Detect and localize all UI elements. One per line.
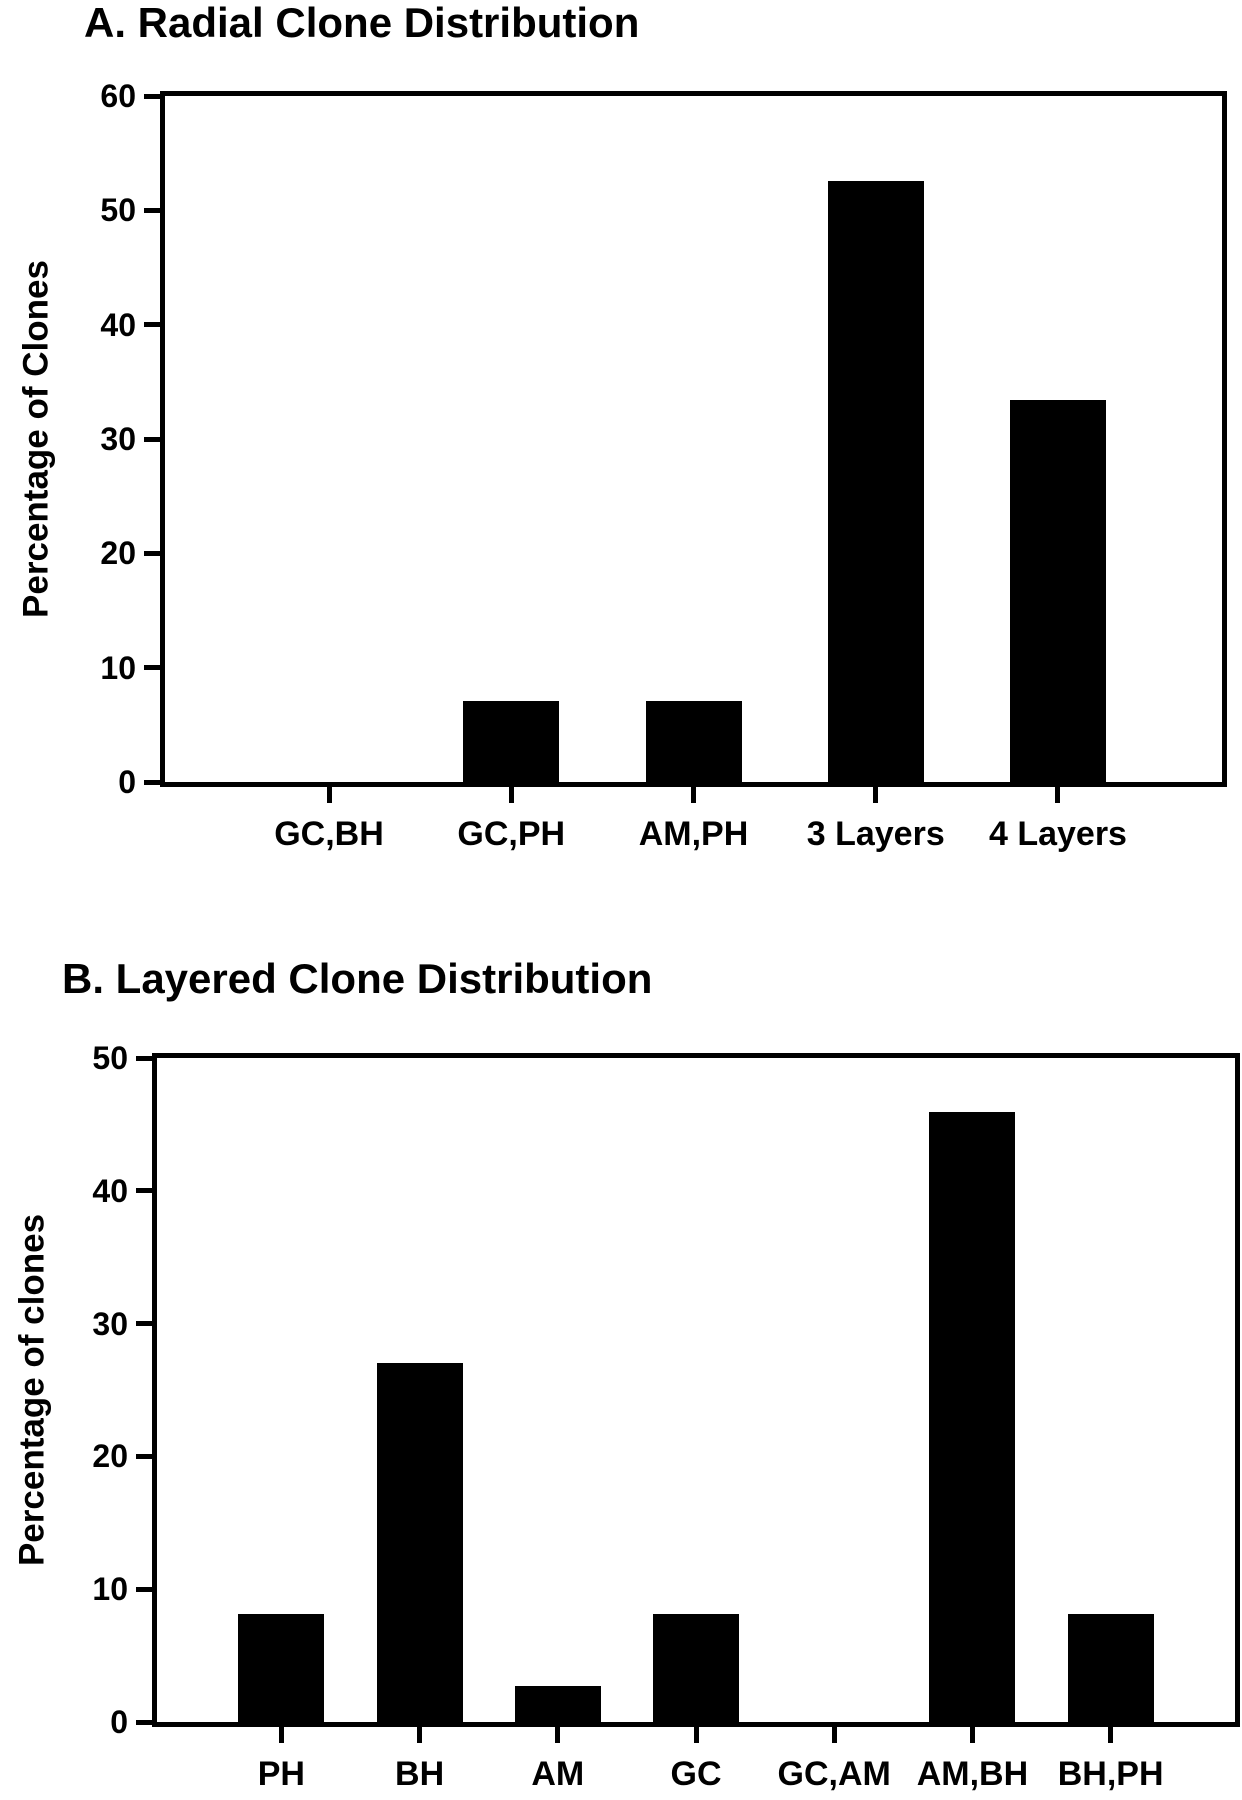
x-tick-label-gc-ph: GC,PH [457, 815, 566, 853]
chart-a-plot-area [160, 91, 1227, 787]
chart-a-title: A. Radial Clone Distribution [84, 0, 640, 46]
x-tick-label-am-ph: AM,PH [638, 815, 749, 853]
y-tick-mark [136, 1055, 152, 1061]
y-tick-label: 60 [100, 78, 136, 114]
x-tick-label-gc-am: GC,AM [777, 1755, 891, 1793]
bar-3-layers [827, 180, 924, 782]
bar-gc [653, 1614, 739, 1722]
y-tick-mark [136, 1719, 152, 1725]
y-tick-mark [144, 550, 160, 556]
x-tick-label-am-bh: AM,BH [916, 1755, 1029, 1793]
y-tick-mark [144, 207, 160, 213]
x-tick-label-gc: GC [670, 1755, 722, 1793]
bar-am-bh [929, 1112, 1016, 1722]
bar-ph [238, 1614, 325, 1722]
y-tick-label: 20 [100, 535, 136, 572]
x-tick-label-bh-ph: BH,PH [1057, 1755, 1164, 1793]
y-tick-label: 50 [100, 192, 136, 229]
y-tick-label: 40 [100, 306, 136, 343]
bar-am [514, 1686, 601, 1722]
x-tick-mark [831, 1727, 837, 1743]
y-tick-mark [136, 1586, 152, 1592]
y-tick-mark [144, 322, 160, 328]
y-tick-label: 30 [100, 421, 136, 457]
x-tick-label-4-layers: 4 Layers [988, 815, 1127, 853]
x-tick-mark [555, 1727, 561, 1743]
x-tick-mark [417, 1727, 423, 1743]
x-tick-mark [326, 787, 332, 803]
y-tick-label: 20 [92, 1438, 128, 1475]
chart-b-plot-area [152, 1053, 1240, 1727]
y-tick-mark [136, 1188, 152, 1194]
bar-4-layers [1009, 400, 1106, 782]
bar-bh-ph [1067, 1614, 1154, 1722]
x-tick-label-3-layers: 3 Layers [806, 815, 945, 853]
y-tick-mark [144, 779, 160, 785]
x-tick-mark [278, 1727, 284, 1743]
bar-bh [376, 1363, 463, 1722]
chart-b-title: B. Layered Clone Distribution [62, 955, 653, 1002]
y-tick-label: 40 [92, 1172, 128, 1209]
x-tick-label-am: AM [531, 1755, 585, 1793]
y-tick-label: 0 [118, 764, 136, 800]
y-tick-label: 10 [92, 1571, 128, 1608]
x-tick-label-ph: PH [257, 1755, 305, 1793]
y-tick-mark [136, 1321, 152, 1327]
y-tick-mark [144, 93, 160, 99]
x-tick-mark [693, 1727, 699, 1743]
x-tick-mark [691, 787, 696, 803]
y-tick-label: 50 [92, 1040, 128, 1076]
x-tick-mark [1108, 1727, 1114, 1743]
y-tick-mark [144, 436, 160, 442]
y-tick-mark [136, 1453, 152, 1459]
y-tick-label: 0 [110, 1704, 128, 1740]
x-tick-mark [1055, 787, 1061, 803]
x-tick-label-gc-bh: GC,BH [274, 815, 384, 853]
y-tick-label: 30 [92, 1305, 128, 1342]
y-tick-label: 10 [100, 649, 136, 686]
bar-am-ph [645, 700, 742, 782]
x-tick-label-bh: BH [395, 1755, 445, 1793]
x-tick-mark [873, 787, 879, 803]
x-tick-mark [969, 1727, 975, 1743]
y-tick-mark [144, 665, 160, 671]
x-tick-mark [508, 787, 514, 803]
chart-b-y-axis-label: Percentage of clones [12, 1213, 52, 1567]
bar-gc-ph [463, 700, 560, 782]
